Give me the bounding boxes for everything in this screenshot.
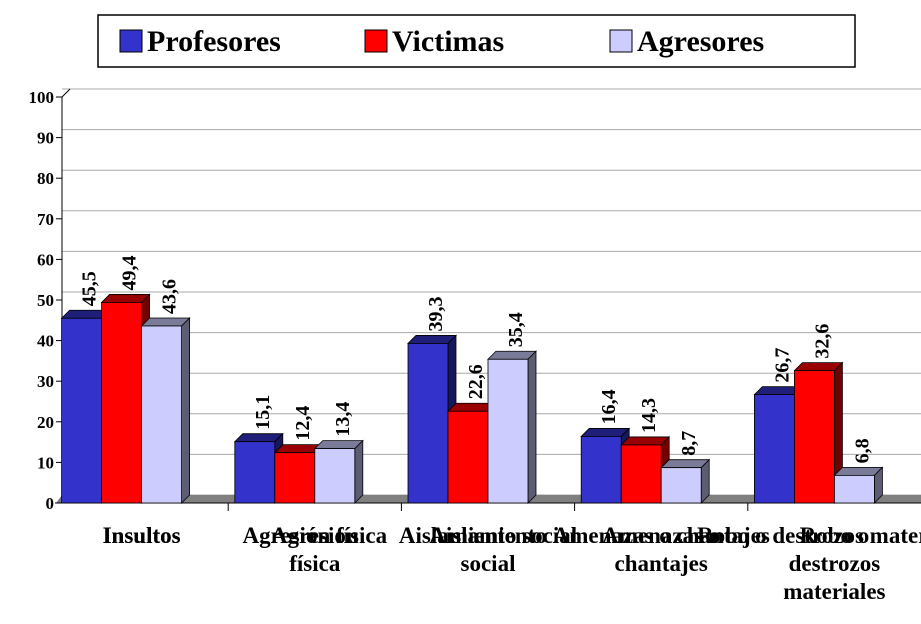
value-label: 22,6 xyxy=(465,364,487,399)
y-tick-label: 30 xyxy=(37,372,54,391)
value-label: 43,6 xyxy=(159,279,181,314)
bar xyxy=(620,444,662,504)
y-axis-depth xyxy=(61,88,71,98)
legend-label: Victimas xyxy=(392,25,504,58)
bar xyxy=(580,436,622,504)
bar xyxy=(141,325,183,504)
value-label: 45,5 xyxy=(79,271,101,306)
y-tick-label: 60 xyxy=(37,250,54,269)
legend: Profesores Victimas Agresores xyxy=(119,25,764,58)
legend-swatch xyxy=(119,29,143,53)
x-tick-label: InsultosInsultos xyxy=(103,523,181,548)
bar xyxy=(407,343,449,504)
value-label: 13,4 xyxy=(332,402,354,437)
bar xyxy=(794,370,835,504)
bar xyxy=(274,452,316,504)
y-tick-label: 40 xyxy=(37,332,54,351)
x-tick-label: Robo o destrozos materialesRobo odestroz… xyxy=(697,523,921,604)
bar-side xyxy=(354,439,364,504)
value-label: 32,6 xyxy=(811,324,833,359)
bar xyxy=(660,467,702,504)
y-tick-label: 50 xyxy=(37,291,54,310)
legend-label: Profesores xyxy=(147,25,281,58)
value-label: 26,7 xyxy=(771,348,793,383)
x-tick-label: Aislamiento socialAislamiento social xyxy=(399,523,577,576)
value-label: 49,4 xyxy=(119,255,141,290)
legend-box xyxy=(97,14,856,68)
x-tick-label: Agresión físicaAgresión física xyxy=(243,523,388,576)
bar-side xyxy=(181,317,191,504)
bar xyxy=(234,441,276,504)
bar xyxy=(834,474,875,504)
y-tick-label: 100 xyxy=(29,88,55,107)
y-tick-label: 0 xyxy=(46,494,55,513)
value-label: 12,4 xyxy=(292,406,314,441)
value-label: 35,4 xyxy=(505,312,527,347)
y-tick-label: 80 xyxy=(37,169,54,188)
legend-swatch xyxy=(609,29,633,53)
bar-side xyxy=(527,350,537,504)
value-label: 8,7 xyxy=(678,431,700,456)
bar xyxy=(754,394,795,504)
value-label: 14,3 xyxy=(638,398,660,433)
value-label: 15,1 xyxy=(252,395,274,430)
bar xyxy=(314,448,356,504)
legend-label: Agresores xyxy=(637,25,764,58)
y-tick-label: 20 xyxy=(37,413,54,432)
value-label: 16,4 xyxy=(598,389,620,424)
bar xyxy=(61,317,102,504)
value-label: 6,8 xyxy=(851,438,873,463)
y-tick-label: 70 xyxy=(37,210,54,229)
y-tick-label: 10 xyxy=(37,453,54,472)
y-tick-label: 90 xyxy=(37,129,54,148)
bar-side xyxy=(700,458,710,504)
legend-swatch xyxy=(364,29,388,53)
bar xyxy=(487,358,529,504)
bar xyxy=(447,410,489,504)
bar xyxy=(101,302,142,504)
value-label: 39,3 xyxy=(425,296,447,331)
